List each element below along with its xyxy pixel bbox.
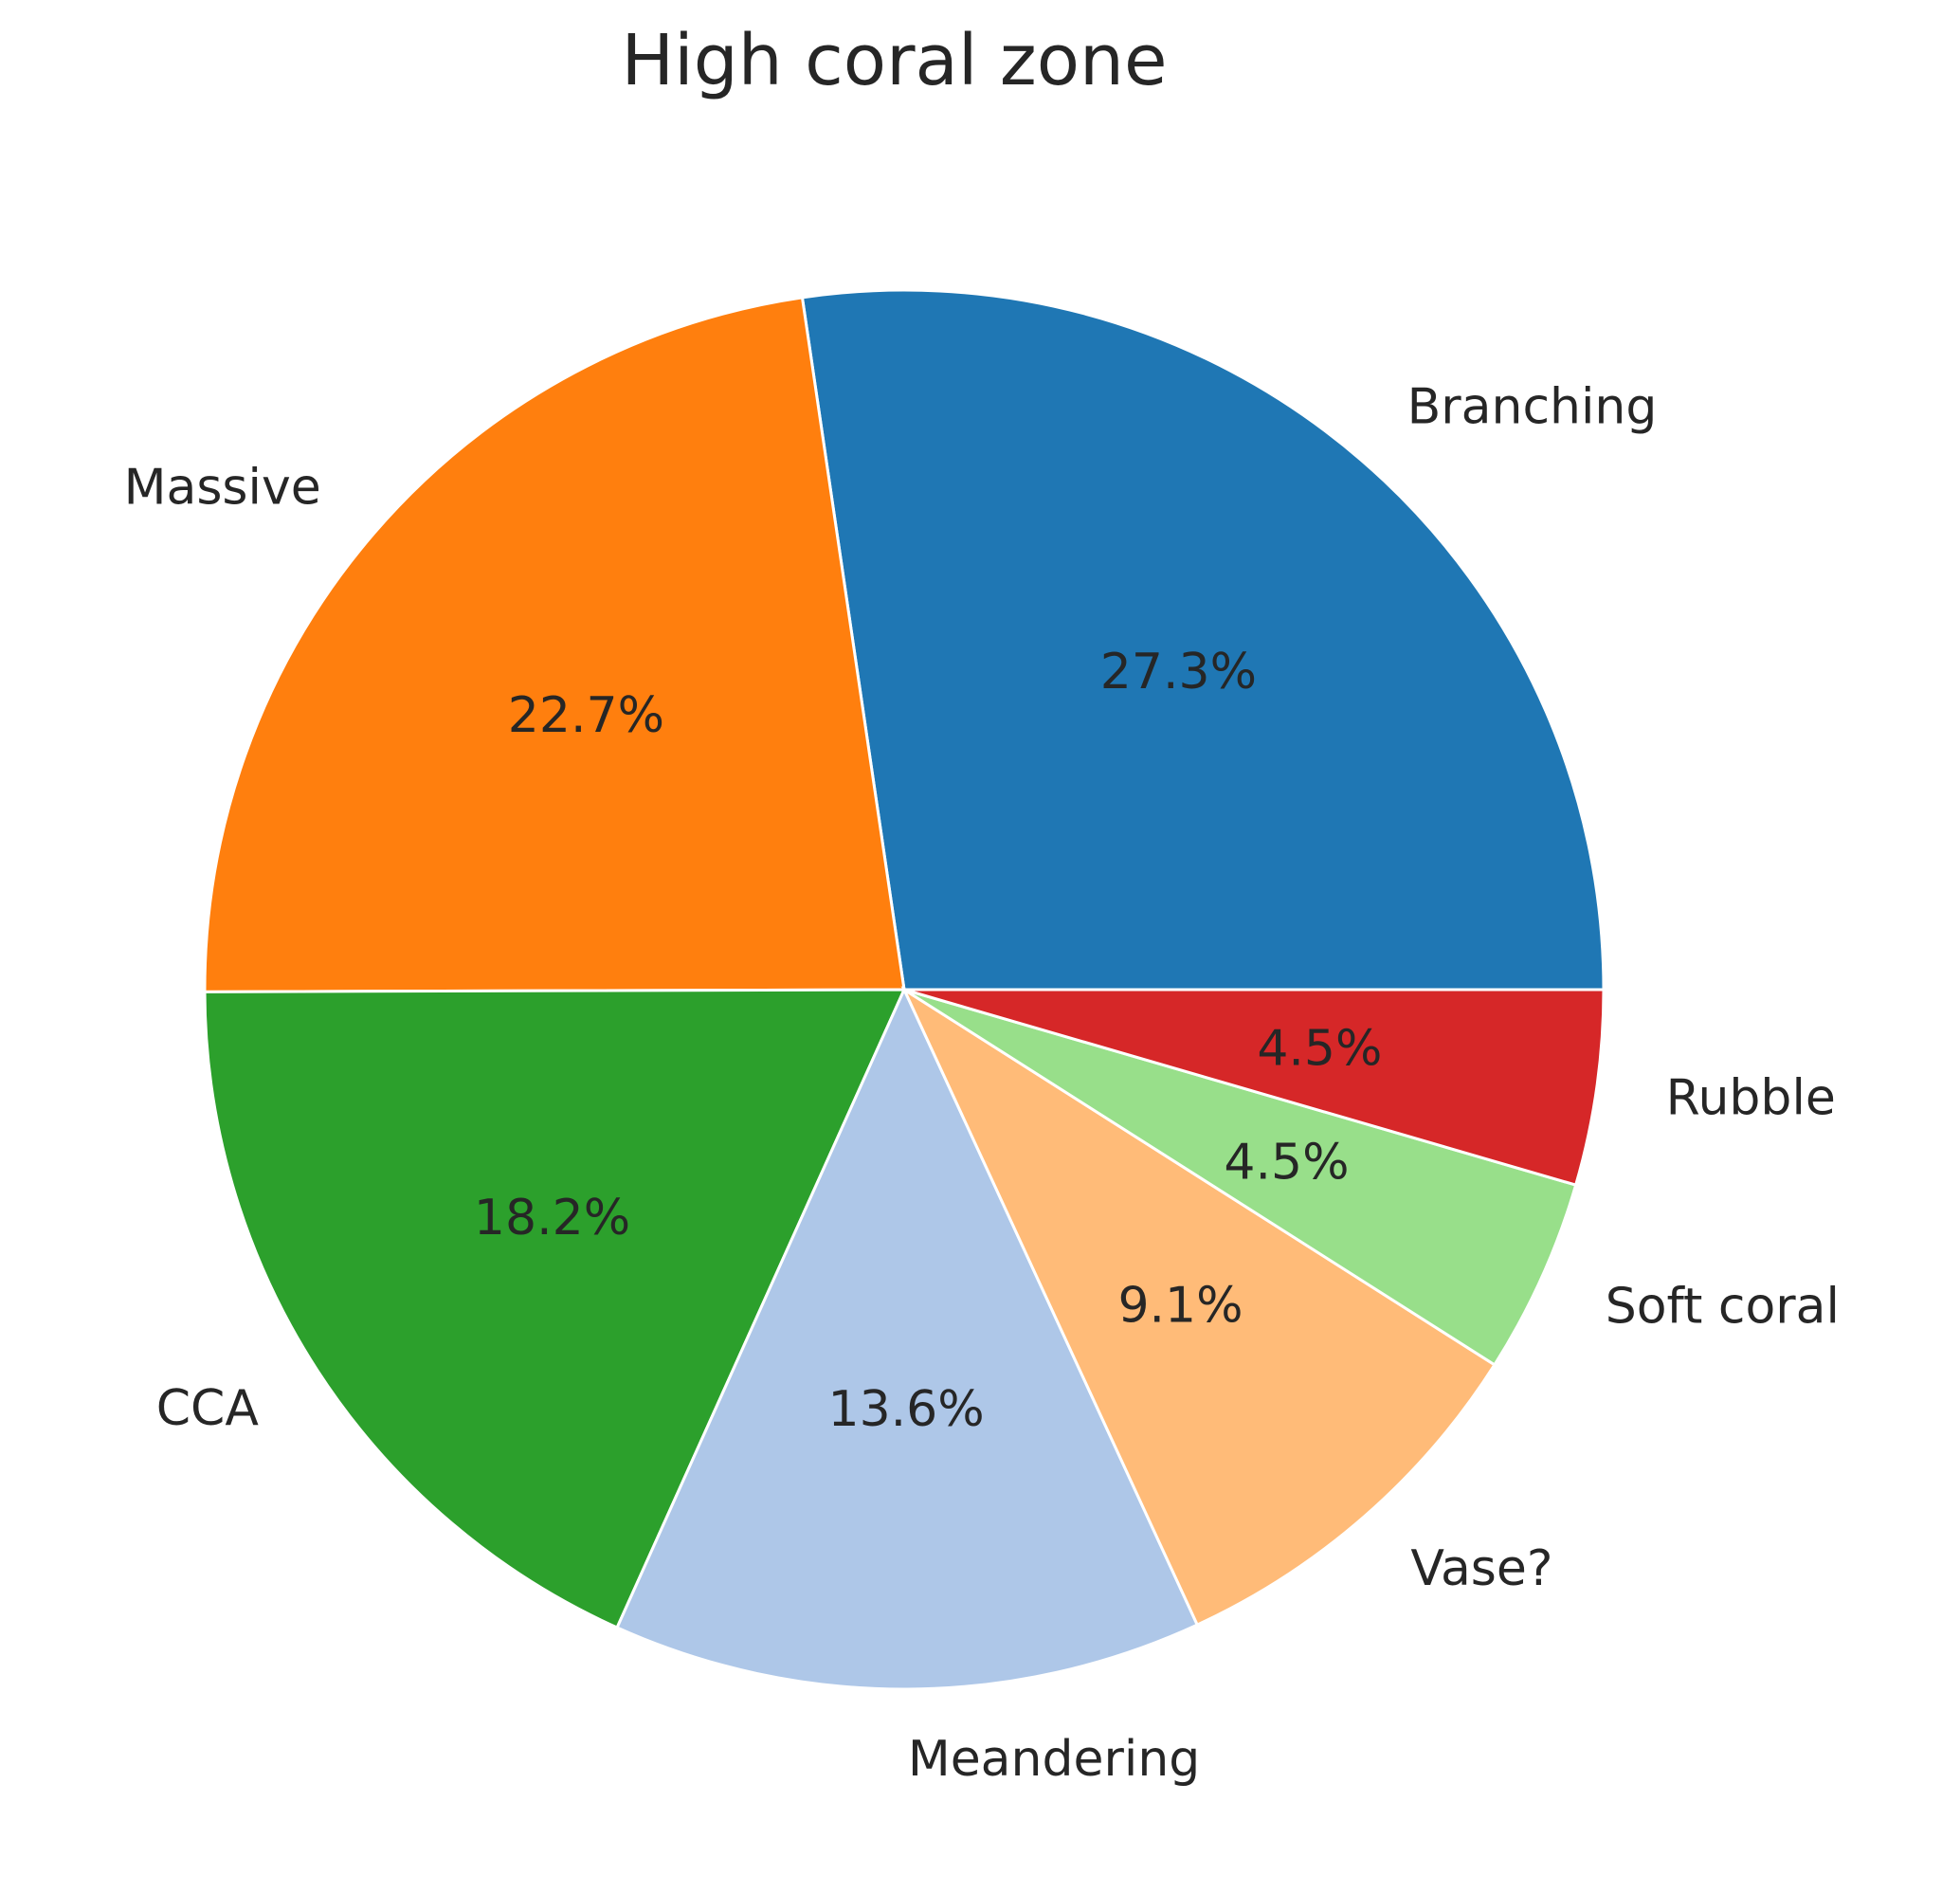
category-label-vase: Vase? (1410, 1540, 1552, 1597)
category-label-rubble: Rubble (1666, 1069, 1836, 1126)
pie-slice-soft-coral (903, 988, 1578, 1367)
pct-label-rubble: 4.5% (1257, 1020, 1382, 1077)
pie-slice-vase (900, 986, 1497, 1628)
pct-label-massive: 22.7% (508, 687, 664, 744)
category-label-meandering: Meandering (908, 1731, 1200, 1788)
pie-slice-meandering (615, 986, 1200, 1691)
pct-label-meandering: 13.6% (827, 1381, 984, 1438)
pie-slice-cca (203, 988, 907, 1629)
category-label-branching: Branching (1407, 379, 1658, 436)
pie-slices (203, 288, 1606, 1691)
chart-title: High coral zone (621, 20, 1168, 101)
pct-label-branching: 27.3% (1100, 644, 1257, 701)
pct-label-cca: 18.2% (474, 1190, 630, 1247)
category-label-soft-coral: Soft coral (1606, 1278, 1840, 1335)
percentage-labels: 27.3% 22.7% 18.2% 13.6% 9.1% 4.5% 4.5% (474, 644, 1383, 1438)
category-label-cca: CCA (156, 1380, 260, 1437)
pct-label-vase: 9.1% (1117, 1277, 1243, 1334)
pie-slice-rubble (903, 988, 1606, 1187)
pct-label-soft-coral: 4.5% (1224, 1134, 1349, 1191)
category-label-massive: Massive (124, 459, 321, 516)
pie-slice-branching (800, 288, 1606, 992)
category-labels: Branching Massive CCA Meandering Vase? Soft c… (124, 379, 1840, 1788)
pie-slice-massive (203, 296, 906, 993)
